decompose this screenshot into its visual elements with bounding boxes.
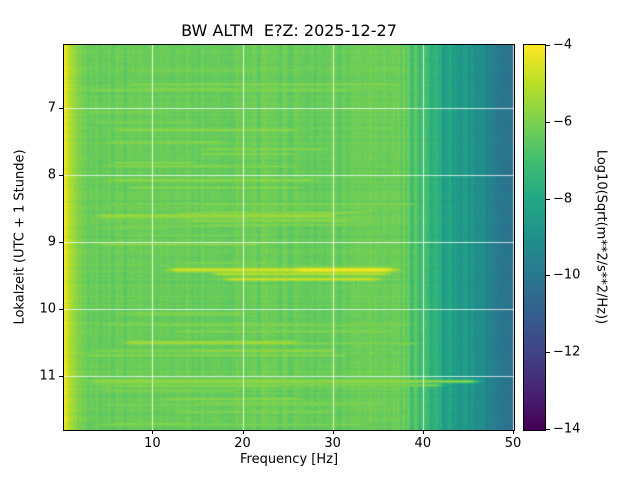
colorbar-gradient	[524, 45, 545, 430]
x-tick-mark	[332, 430, 334, 434]
x-axis-label: Frequency [Hz]	[239, 452, 339, 467]
y-tick-mark	[59, 242, 63, 243]
y-tick-mark	[59, 108, 63, 110]
colorbar-tick-label: −12	[553, 344, 581, 360]
y-tick-label: 9	[47, 234, 56, 250]
colorbar-tick-mark	[546, 429, 550, 430]
colorbar-tick-mark	[546, 45, 550, 46]
colorbar-tick-mark	[546, 198, 550, 200]
y-tick-mark	[59, 375, 63, 377]
colorbar-tick-mark	[546, 121, 550, 123]
x-tick-label: 50	[504, 436, 522, 451]
y-tick-label: 11	[39, 368, 56, 384]
y-tick-label: 8	[47, 167, 56, 183]
x-tick-label: 20	[234, 436, 251, 451]
y-tick-mark	[59, 175, 63, 177]
colorbar-tick-label: −8	[553, 191, 573, 207]
y-tick-label: 10	[39, 301, 56, 317]
colorbar-tick-mark	[546, 352, 550, 354]
colorbar-label: Log10(Sqrt(m**2/s**2/Hz))	[593, 149, 609, 325]
x-tick-mark	[242, 430, 244, 434]
x-tick-mark	[152, 430, 154, 434]
x-tick-mark	[422, 430, 424, 434]
x-tick-label: 40	[414, 436, 432, 451]
colorbar-tick-label: −10	[553, 267, 581, 283]
y-tick-mark	[59, 308, 63, 310]
colorbar-tick-mark	[546, 275, 550, 277]
y-tick-label: 7	[47, 100, 56, 116]
colorbar-tick-label: −4	[553, 37, 573, 53]
colorbar-tick-label: −6	[553, 114, 573, 130]
spectrogram-heatmap	[64, 45, 514, 430]
colorbar-tick-label: −14	[553, 421, 581, 437]
x-tick-mark	[513, 430, 514, 434]
chart-title: BW ALTM E?Z: 2025-12-27	[181, 21, 397, 40]
x-tick-label: 30	[324, 436, 341, 451]
x-tick-label: 10	[144, 436, 161, 451]
